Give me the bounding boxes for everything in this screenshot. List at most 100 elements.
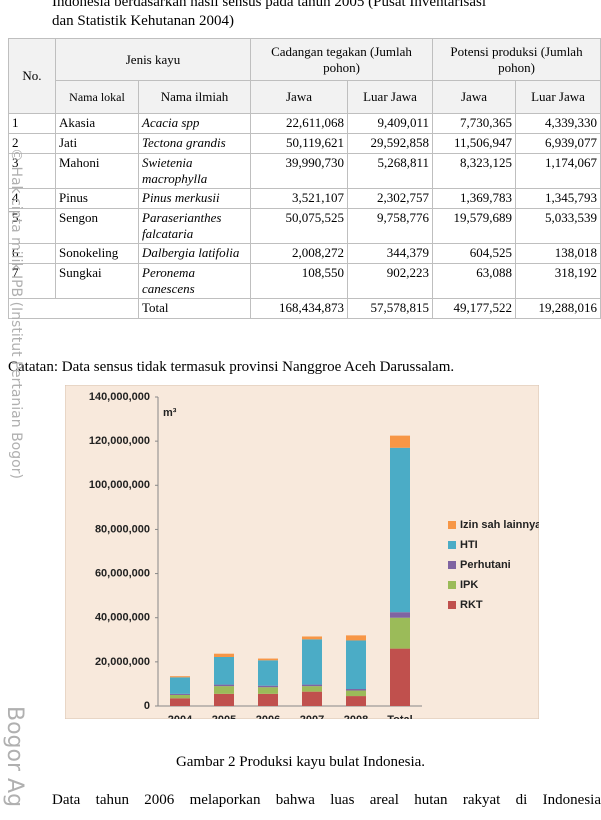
- bar-segment: [258, 687, 278, 694]
- table-row: 6 Sonokeling Dalbergia latifolia 2,008,272 3…: [8, 243, 601, 264]
- bar-segment: [170, 698, 190, 706]
- x-tick-label: 2008: [344, 714, 368, 719]
- bar-segment: [258, 693, 278, 706]
- bar-segment: [214, 657, 234, 685]
- bar-segment: [170, 676, 190, 678]
- table-cell: 9,758,776: [347, 208, 433, 244]
- bar-segment: [214, 684, 234, 687]
- table-cell: 5,268,811: [347, 153, 433, 189]
- x-tick-label: Total: [387, 714, 412, 719]
- bar-segment: [170, 677, 190, 694]
- bar-segment: [346, 635, 366, 641]
- x-tick-label: 2005: [212, 714, 236, 719]
- bar-segment: [258, 660, 278, 686]
- bar-segment: [390, 648, 410, 706]
- table-cell: Sungkai: [55, 263, 139, 299]
- table-cell: 604,525: [432, 243, 516, 264]
- watermark: Bogor Ag: [2, 706, 27, 808]
- table-row: 7 Sungkai Peronema canescens 108,550 902,223…: [8, 263, 601, 299]
- table-row: 3 Mahoni Swietenia macrophylla 39,990,730 5,…: [8, 153, 601, 189]
- bar-segment: [170, 693, 190, 695]
- table-cell: 168,434,873: [250, 298, 348, 319]
- bar-segment: [302, 636, 322, 640]
- y-tick-label: 0: [144, 700, 150, 712]
- chart: m³ 0 20,000,000 40,000,000 60,000,000 80,000…: [65, 385, 539, 719]
- legend-swatch: [448, 541, 456, 549]
- table-row: 5 Sengon Paraserianthes falcataria 50,075,5…: [8, 208, 601, 244]
- table-cell: Dalbergia latifolia: [138, 243, 251, 264]
- legend-label: HTI: [460, 539, 478, 551]
- x-tick-label: 2007: [300, 714, 324, 719]
- unit-label: m³: [163, 407, 177, 419]
- table-cell: Swietenia macrophylla: [138, 153, 251, 189]
- table-cell: 6,939,077: [515, 133, 601, 154]
- table-cell: 49,177,522: [432, 298, 516, 319]
- table-row: Total 168,434,873 57,578,815 49,177,522 19,2…: [8, 298, 601, 319]
- table-row: 1 Akasia Acacia spp 22,611,068 9,409,011 7,73…: [8, 113, 601, 134]
- header-cell: Jawa: [432, 80, 516, 114]
- bar-segment: [390, 447, 410, 613]
- bar-segment: [302, 686, 322, 692]
- intro-line: Indonesia berdasarkan hasil sensus pada …: [52, 0, 487, 10]
- y-tick-label: 120,000,000: [89, 435, 150, 447]
- table-cell: 4,339,330: [515, 113, 601, 134]
- table-cell: Total: [138, 298, 251, 319]
- bar-segment: [302, 684, 322, 687]
- legend-swatch: [448, 601, 456, 609]
- watermark: © Hak cipta milik IPB (Institut Pertania…: [8, 148, 24, 479]
- table-cell: Peronema canescens: [138, 263, 251, 299]
- header-cell: Nama lokal: [55, 80, 139, 114]
- table-cell: 63,088: [432, 263, 516, 299]
- header-cell: Luar Jawa: [347, 80, 433, 114]
- bar-segment: [346, 689, 366, 691]
- table-cell: Tectona grandis: [138, 133, 251, 154]
- legend-label: Perhutani: [460, 559, 511, 571]
- data-table: No. Jenis kayu Cadangan tegakan (Jumlah po…: [8, 38, 601, 319]
- bar-segment: [214, 653, 234, 658]
- table-cell: 29,592,858: [347, 133, 433, 154]
- y-tick-label: 60,000,000: [95, 567, 150, 579]
- intro-line: dan Statistik Kehutanan 2004): [52, 13, 235, 29]
- table-cell: 22,611,068: [250, 113, 348, 134]
- table-cell: Sonokeling: [55, 243, 139, 264]
- table-cell: Mahoni: [55, 153, 139, 189]
- bar-segment: [346, 690, 366, 697]
- table-cell: 3,521,107: [250, 188, 348, 209]
- table-cell: 1: [8, 113, 56, 134]
- header-cell: Nama ilmiah: [138, 80, 251, 114]
- table-cell: 9,409,011: [347, 113, 433, 134]
- table-cell: Pinus merkusii: [138, 188, 251, 209]
- y-tick-label: 40,000,000: [95, 612, 150, 624]
- x-tick-label: 2006: [256, 714, 280, 719]
- header-cell: Jenis kayu: [55, 38, 251, 81]
- header-cell: Luar Jawa: [515, 80, 601, 114]
- table-cell: 11,506,947: [432, 133, 516, 154]
- bar-segment: [302, 691, 322, 706]
- table-cell: 1,174,067: [515, 153, 601, 189]
- table-cell: 50,119,621: [250, 133, 348, 154]
- header-cell: Potensi produksi (Jumlah pohon): [432, 38, 601, 81]
- table-cell: Jati: [55, 133, 139, 154]
- table-cell: 7,730,365: [432, 113, 516, 134]
- table-row: No. Jenis kayu Cadangan tegakan (Jumlah po…: [8, 38, 601, 114]
- bar-segment: [390, 617, 410, 649]
- bar-segment: [346, 640, 366, 690]
- table-row: 2 Jati Tectona grandis 50,119,621 29,592,858…: [8, 133, 601, 154]
- bar-segment: [170, 694, 190, 699]
- header-cell: No.: [8, 38, 56, 114]
- table-cell: 1,345,793: [515, 188, 601, 209]
- bar-segment: [258, 658, 278, 661]
- legend-label: IPK: [460, 579, 478, 591]
- legend-swatch: [448, 581, 456, 589]
- body-paragraph: Data tahun 2006 melaporkan bahwa luas ar…: [52, 792, 601, 808]
- bar-segment: [214, 686, 234, 694]
- y-tick-label: 80,000,000: [95, 523, 150, 535]
- bar-segment: [302, 639, 322, 685]
- table-cell: 2,302,757: [347, 188, 433, 209]
- table-cell: 5: [8, 208, 56, 244]
- bar-segment: [346, 696, 366, 706]
- header-cell: Cadangan tegakan (Jumlah pohon): [250, 38, 433, 81]
- legend-swatch: [448, 521, 456, 529]
- legend-swatch: [448, 561, 456, 569]
- table-row: Nama lokal Nama ilmiah Jawa Luar Jawa Jawa Lu…: [9, 80, 601, 114]
